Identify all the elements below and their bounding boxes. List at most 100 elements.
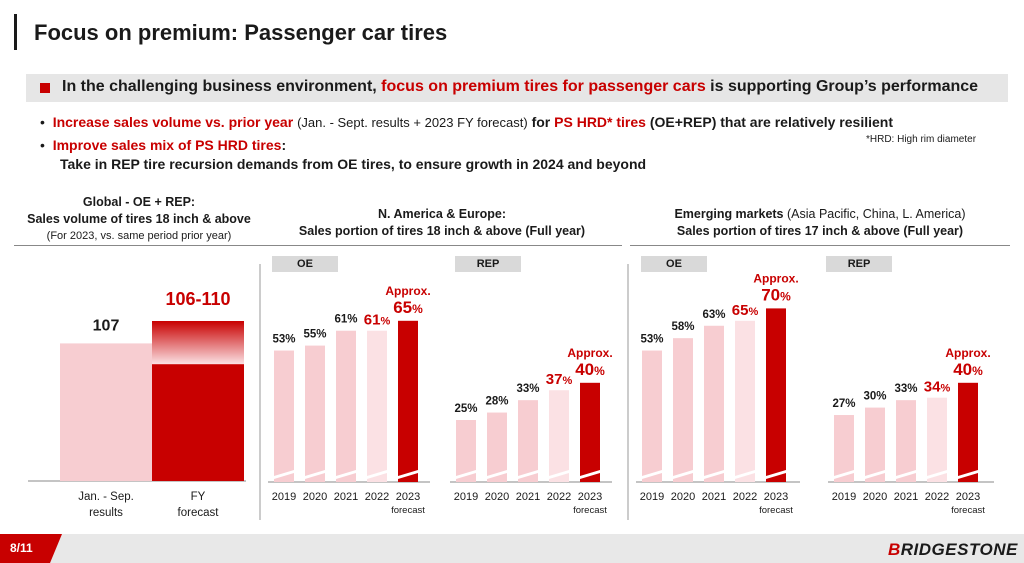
- value-label: 55%: [303, 329, 326, 341]
- bar-2019: [642, 350, 662, 482]
- bullet-1-red2: PS HRD* tires: [554, 114, 646, 130]
- page-title: Focus on premium: Passenger car tires: [34, 20, 448, 45]
- value-label: 65%: [393, 298, 423, 317]
- na-eu-line1: N. America & Europe:: [377, 207, 507, 221]
- year-tick-label: 2023: [578, 491, 602, 503]
- bar-2023: [958, 382, 978, 482]
- bar-fy-forecast: [152, 364, 244, 481]
- approx-label: Approx.: [945, 346, 990, 360]
- category-label: FY: [191, 491, 206, 503]
- forecast-label: forecast: [391, 505, 425, 516]
- year-tick-label: 2019: [640, 491, 664, 503]
- value-label: 40%: [953, 360, 983, 379]
- approx-label: Approx.: [753, 271, 798, 285]
- bar-2022: [927, 397, 947, 482]
- axis-break-mark: [896, 470, 916, 479]
- axis-break-mark: [766, 470, 786, 479]
- year-tick-label: 2022: [733, 491, 757, 503]
- year-tick-label: 2020: [671, 491, 695, 503]
- page-number-tab: [0, 534, 62, 563]
- tag-oe: OE: [272, 256, 338, 272]
- emerging-line1-normal: (Asia Pacific, China, L. America): [787, 207, 966, 221]
- year-tick-label: 2021: [516, 491, 540, 503]
- page-number: 8/11: [10, 541, 33, 555]
- approx-label: Approx.: [567, 346, 612, 360]
- axis-break-mark: [367, 470, 387, 479]
- bullet-1-normal: (Jan. - Sept. results + 2023 FY forecast…: [297, 115, 528, 130]
- bullet-2-colon: :: [281, 137, 287, 153]
- bullet-dot-icon: •: [40, 114, 53, 130]
- footnote-hrd: *HRD: High rim diameter: [866, 134, 977, 145]
- bar-2020: [673, 338, 693, 482]
- divider: [262, 245, 622, 246]
- tag-oe: OE: [641, 256, 707, 272]
- bar-2021: [518, 400, 538, 482]
- value-label: 106-110: [165, 289, 230, 309]
- axis-break-mark: [274, 470, 294, 479]
- axis-break-mark: [398, 470, 418, 479]
- year-tick-label: 2020: [303, 491, 327, 503]
- value-label: 107: [93, 317, 120, 334]
- bullet-2-line2: Take in REP tire recursion demands from …: [60, 156, 647, 172]
- bar-2019: [274, 350, 294, 482]
- value-label: 58%: [671, 321, 694, 333]
- global-line2: Sales volume of tires 18 inch & above: [27, 212, 251, 226]
- tag-rep: REP: [826, 256, 892, 272]
- value-label: 34%: [924, 379, 951, 396]
- category-label: forecast: [178, 507, 220, 519]
- divider: [630, 245, 1010, 246]
- footer-bar: [0, 534, 1024, 563]
- value-label: 37%: [546, 371, 573, 388]
- value-label: 63%: [702, 309, 725, 321]
- bullet-2-red: Improve sales mix of PS HRD tires: [52, 137, 282, 153]
- charts-svg: 107 106-110 Jan. - Sep. results FY forecast 53…: [28, 264, 994, 520]
- category-label: Jan. - Sep.: [78, 491, 134, 503]
- bar-2020: [865, 407, 885, 482]
- value-label: 53%: [272, 334, 295, 346]
- axis-break-mark: [735, 470, 755, 479]
- axis-break-mark: [456, 470, 476, 479]
- bar-2023: [580, 382, 600, 482]
- axis-break-mark: [336, 470, 356, 479]
- axis-break-mark: [580, 470, 600, 479]
- bar-2019: [834, 415, 854, 482]
- na-eu-line2: Sales portion of tires 18 inch & above (…: [298, 224, 586, 238]
- bar-2021: [896, 400, 916, 482]
- axis-break-mark: [518, 470, 538, 479]
- category-label: results: [89, 507, 123, 519]
- bullet-1: • Increase sales volume vs. prior year (…: [40, 114, 893, 130]
- bar-2021: [704, 325, 724, 482]
- year-tick-label: 2021: [334, 491, 358, 503]
- title-accent-bar: [14, 14, 17, 50]
- year-tick-label: 2022: [365, 491, 389, 503]
- banner-square-icon: [40, 83, 50, 93]
- year-tick-label: 2023: [956, 491, 980, 503]
- bullet-1-bold: for: [531, 114, 551, 130]
- bullet-dot-icon: •: [40, 137, 53, 153]
- approx-label: Approx.: [385, 284, 430, 298]
- banner-prefix: In the challenging business environment,: [62, 78, 377, 95]
- tag-rep: REP: [455, 256, 521, 272]
- banner-highlight: focus on premium tires for passenger car…: [381, 78, 706, 95]
- axis-break-mark: [865, 470, 885, 479]
- axis-break-mark: [549, 470, 569, 479]
- bridgestone-logo: BRIDGESTONE: [888, 540, 1018, 559]
- bar-2022: [735, 320, 755, 482]
- global-line1: Global - OE + REP:: [82, 195, 196, 209]
- year-tick-label: 2020: [863, 491, 887, 503]
- value-label: 25%: [454, 403, 477, 415]
- axis-break-mark: [673, 470, 693, 479]
- axis-break-mark: [958, 470, 978, 479]
- panel-header-global: Global - OE + REP: Sales volume of tires…: [14, 194, 264, 245]
- bar-2020: [305, 345, 325, 482]
- emerging-line1-bold: Emerging markets: [674, 207, 784, 221]
- axis-break-mark: [927, 470, 947, 479]
- bullet-1-red: Increase sales volume vs. prior year: [52, 114, 294, 130]
- axis-break-mark: [305, 470, 325, 479]
- forecast-label: forecast: [573, 505, 607, 516]
- value-label: 27%: [832, 398, 855, 410]
- value-label: 70%: [761, 285, 791, 304]
- forecast-label: forecast: [759, 505, 793, 516]
- bar-2021: [336, 330, 356, 482]
- year-tick-label: 2019: [272, 491, 296, 503]
